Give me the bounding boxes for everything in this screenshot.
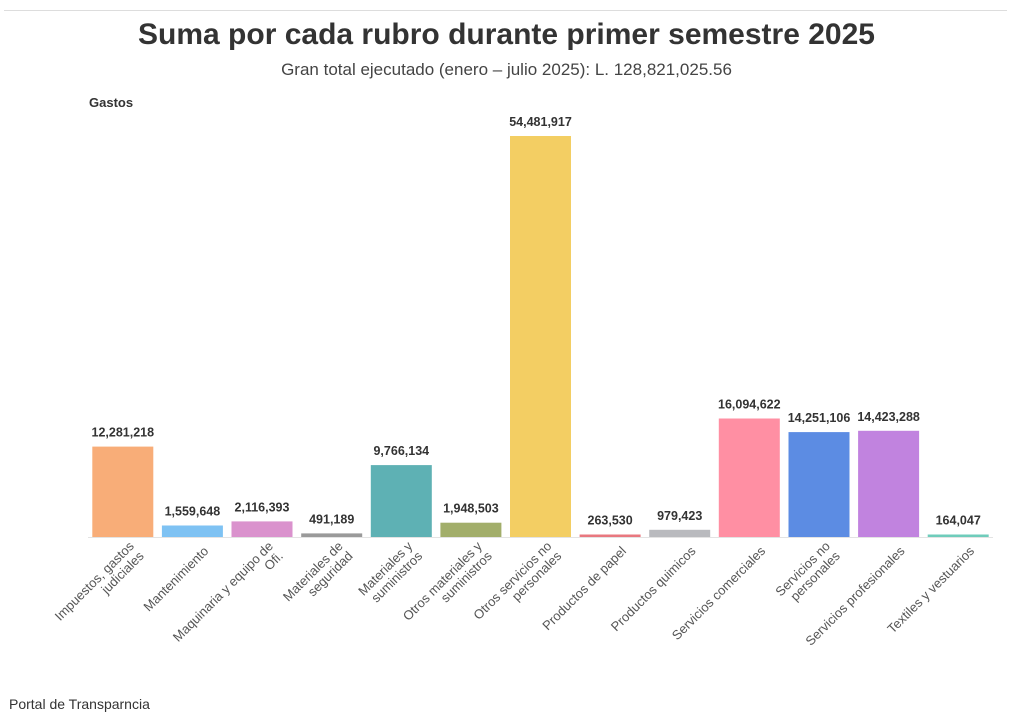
value-label: 1,948,503	[443, 502, 499, 516]
y-axis-label: Gastos	[89, 95, 134, 110]
value-label: 9,766,134	[373, 444, 429, 458]
bar	[718, 418, 780, 537]
value-label: 54,481,917	[509, 115, 572, 129]
value-label: 491,189	[309, 512, 354, 526]
bar	[92, 446, 154, 537]
value-label: 1,559,648	[165, 505, 221, 519]
value-label: 14,423,288	[857, 410, 920, 424]
chart-subtitle: Gran total ejecutado (enero – julio 2025…	[281, 60, 732, 79]
bar	[649, 529, 711, 537]
bar	[440, 522, 502, 537]
value-label: 12,281,218	[92, 426, 155, 440]
bar	[161, 525, 223, 537]
top-divider	[4, 10, 1007, 11]
value-label: 164,047	[936, 514, 981, 528]
source-footer: Portal de Transparncia	[9, 696, 150, 712]
x-tick-label: Materiales deseguridad	[280, 538, 356, 614]
chart-title: Suma por cada rubro durante primer semes…	[138, 18, 875, 51]
value-label: 16,094,622	[718, 398, 781, 412]
value-label: 979,423	[657, 509, 702, 523]
bar	[231, 521, 293, 537]
bar	[579, 534, 641, 537]
bar	[370, 465, 432, 537]
bar	[301, 533, 363, 537]
bar	[788, 432, 850, 537]
value-label: 263,530	[588, 514, 633, 528]
bar	[510, 136, 571, 537]
bar	[858, 430, 920, 537]
x-tick-label: Servicios nopersonales	[772, 538, 843, 609]
x-tick-label: Impuestos, gastosjudiciales	[52, 538, 147, 633]
value-label: 14,251,106	[788, 411, 851, 425]
value-label: 2,116,393	[235, 500, 290, 514]
bar	[927, 534, 989, 537]
bar-chart: 12,281,218 1,559,648 2,116,393 491,189 9,766…	[52, 115, 993, 648]
